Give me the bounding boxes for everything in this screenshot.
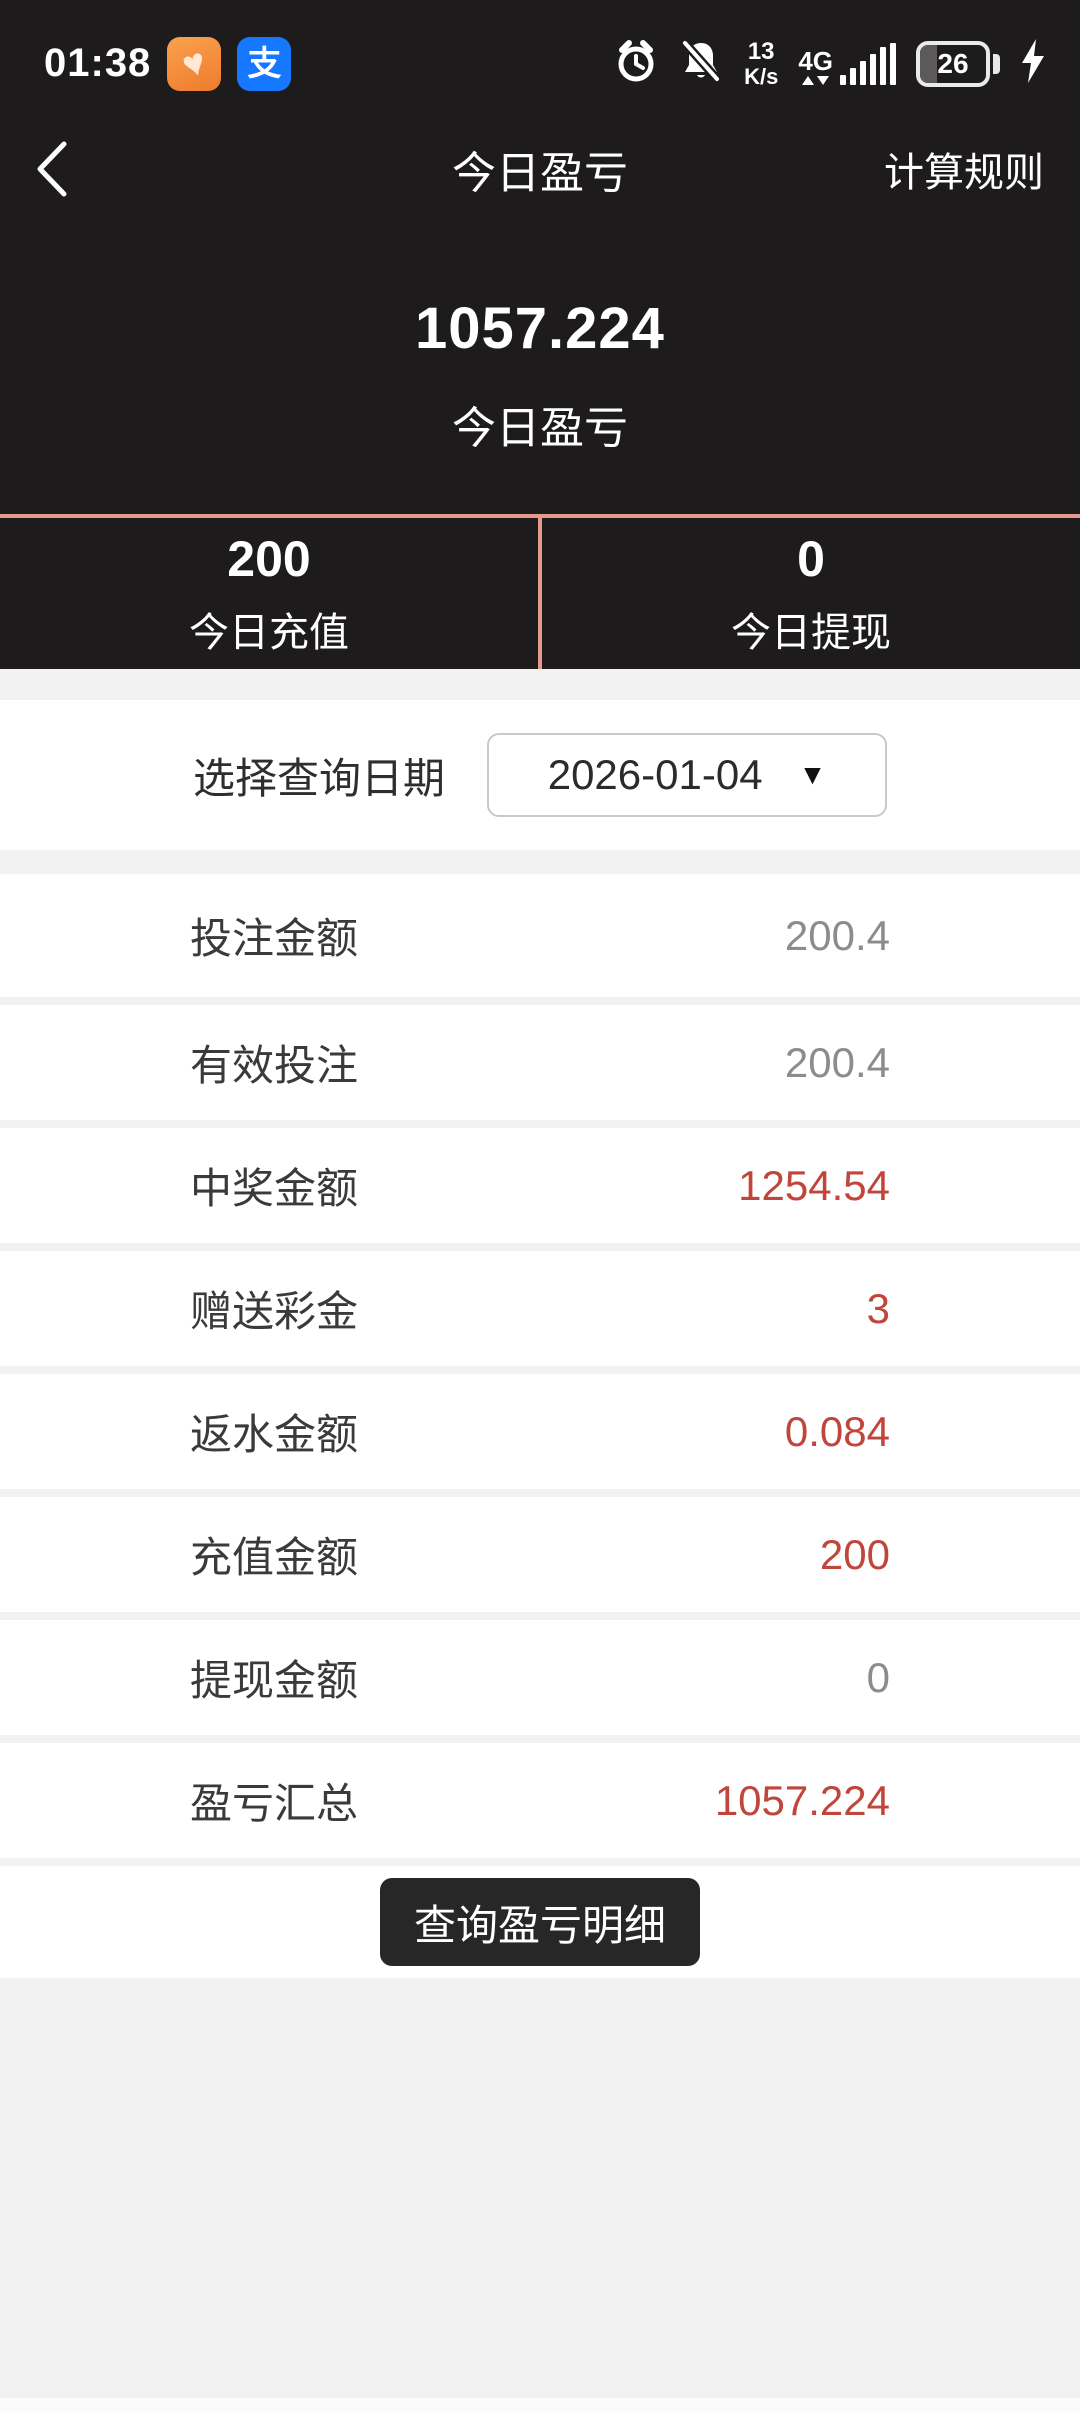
stat-today-deposit: 200 今日充值 bbox=[0, 518, 538, 669]
clock-time: 01:38 bbox=[44, 41, 152, 85]
row-profit-total: 盈亏汇总 1057.224 bbox=[0, 1735, 1080, 1858]
status-bar-right: 13 K/s 4G bbox=[614, 38, 1046, 89]
health-app-notification-icon: ♥ bbox=[167, 36, 222, 91]
spacer bbox=[0, 850, 1080, 874]
row-value: 200.4 bbox=[784, 1038, 890, 1086]
bottom-strip bbox=[0, 2398, 1080, 2412]
alipay-glyph: 支 bbox=[247, 44, 282, 83]
today-profit-label: 今日盈亏 bbox=[452, 404, 628, 453]
row-value: 0 bbox=[866, 1653, 890, 1701]
battery-icon: 26 bbox=[916, 40, 990, 87]
battery-nub bbox=[993, 53, 1000, 74]
row-bonus: 赠送彩金 3 bbox=[0, 1243, 1080, 1366]
charging-bolt-icon bbox=[1020, 39, 1046, 88]
signal-bars-icon bbox=[840, 42, 896, 85]
query-profit-detail-button[interactable]: 查询盈亏明细 bbox=[379, 1878, 700, 1966]
network-speed-indicator: 13 K/s bbox=[744, 37, 779, 89]
status-bar-left: 01:38 ♥ 支 bbox=[44, 36, 292, 91]
back-chevron-icon bbox=[37, 141, 67, 197]
network-type-label: 4G bbox=[798, 45, 833, 76]
network-type-block: 4G bbox=[798, 48, 833, 85]
row-value: 3 bbox=[866, 1284, 890, 1332]
deposit-withdraw-stats: 200 今日充值 0 今日提现 bbox=[0, 514, 1080, 669]
row-label: 返水金额 bbox=[190, 1411, 359, 1458]
row-label: 提现金额 bbox=[190, 1657, 359, 1704]
header-bar: 今日盈亏 计算规则 bbox=[0, 105, 1080, 233]
button-row: 查询盈亏明细 bbox=[0, 1866, 1080, 1978]
today-deposit-label: 今日充值 bbox=[189, 610, 349, 655]
status-bar: 01:38 ♥ 支 bbox=[0, 0, 1080, 105]
alipay-notification-icon: 支 bbox=[237, 36, 292, 91]
calculation-rules-link[interactable]: 计算规则 bbox=[884, 140, 1044, 198]
row-label: 赠送彩金 bbox=[190, 1288, 359, 1335]
today-withdraw-value: 0 bbox=[797, 530, 825, 587]
row-label: 盈亏汇总 bbox=[190, 1780, 359, 1827]
row-label: 中奖金额 bbox=[190, 1165, 359, 1212]
date-picker-label: 选择查询日期 bbox=[192, 754, 445, 802]
row-withdraw-amount: 提现金额 0 bbox=[0, 1612, 1080, 1735]
network-speed-value: 13 bbox=[747, 37, 775, 65]
battery-fill bbox=[920, 44, 938, 83]
top-dark-section: 01:38 ♥ 支 bbox=[0, 0, 1080, 514]
chevron-down-icon: ▼ bbox=[798, 759, 827, 790]
row-winning-amount: 中奖金额 1254.54 bbox=[0, 1120, 1080, 1243]
battery-indicator: 26 bbox=[916, 40, 1000, 87]
row-bet-amount: 投注金额 200.4 bbox=[0, 874, 1080, 997]
data-activity-arrows-icon bbox=[802, 75, 830, 85]
alarm-icon bbox=[614, 38, 658, 89]
spacer bbox=[0, 669, 1080, 700]
row-value: 1254.54 bbox=[738, 1161, 890, 1209]
cellular-signal-indicator: 4G bbox=[798, 42, 896, 85]
stat-today-withdraw: 0 今日提现 bbox=[538, 518, 1080, 669]
row-value: 0.084 bbox=[784, 1407, 890, 1455]
page-title: 今日盈亏 bbox=[452, 149, 628, 198]
row-value: 1057.224 bbox=[714, 1776, 890, 1824]
battery-level: 26 bbox=[937, 47, 969, 79]
today-withdraw-label: 今日提现 bbox=[731, 610, 891, 655]
date-picker-row: 选择查询日期 2026-01-04 ▼ bbox=[0, 700, 1080, 850]
date-select-dropdown[interactable]: 2026-01-04 ▼ bbox=[487, 733, 887, 817]
row-label: 充值金额 bbox=[190, 1534, 359, 1581]
selected-date: 2026-01-04 bbox=[547, 751, 763, 798]
today-deposit-value: 200 bbox=[227, 530, 311, 587]
summary-list: 投注金额 200.4 有效投注 200.4 中奖金额 1254.54 赠送彩金 … bbox=[0, 874, 1080, 1858]
row-label: 投注金额 bbox=[190, 915, 359, 962]
row-label: 有效投注 bbox=[190, 1042, 359, 1089]
row-valid-bet: 有效投注 200.4 bbox=[0, 997, 1080, 1120]
notifications-off-icon bbox=[678, 38, 724, 89]
back-button[interactable] bbox=[34, 134, 94, 204]
row-deposit-amount: 充值金额 200 bbox=[0, 1489, 1080, 1612]
today-profit-value: 1057.224 bbox=[415, 296, 665, 361]
row-value: 200.4 bbox=[784, 911, 890, 959]
hero-summary: 1057.224 今日盈亏 bbox=[0, 233, 1080, 514]
network-speed-unit: K/s bbox=[744, 63, 779, 89]
footer-filler bbox=[0, 1978, 1080, 2398]
row-value: 200 bbox=[819, 1530, 890, 1578]
row-rebate: 返水金额 0.084 bbox=[0, 1366, 1080, 1489]
heart-icon: ♥ bbox=[177, 40, 212, 87]
divider bbox=[0, 1858, 1080, 1866]
